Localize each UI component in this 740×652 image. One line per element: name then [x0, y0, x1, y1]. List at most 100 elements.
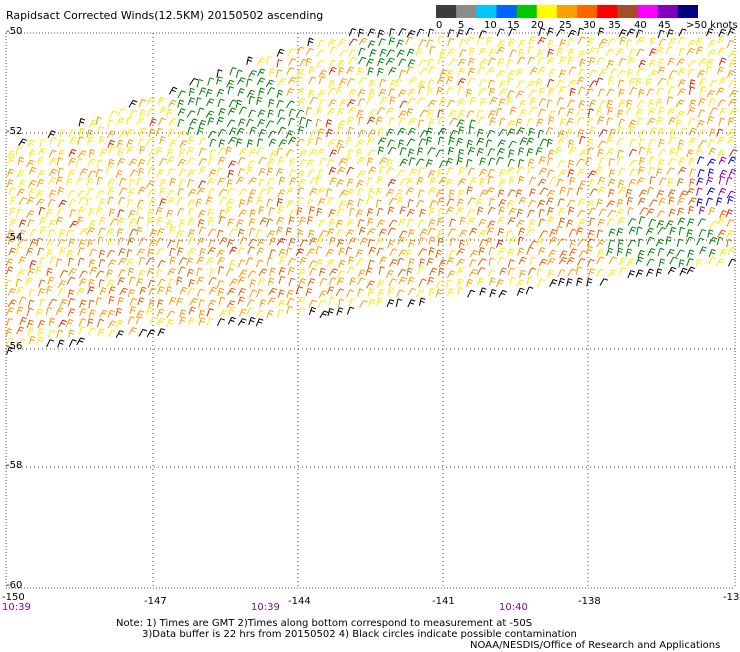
wind-barb	[7, 299, 13, 307]
wind-barb	[458, 239, 462, 248]
wind-barb	[237, 288, 243, 296]
wind-barb-flag	[589, 108, 595, 111]
wind-barb-flag	[279, 99, 284, 103]
wind-barb-flag	[171, 197, 176, 200]
wind-barb	[179, 140, 184, 148]
wind-barb	[596, 107, 599, 116]
wind-barb-flag	[637, 272, 643, 275]
wind-barb-flag	[389, 299, 395, 302]
wind-barb-flag	[509, 219, 515, 223]
wind-barb-flag	[551, 239, 556, 243]
wind-barb-flag	[369, 301, 374, 305]
wind-barb-flag	[630, 229, 636, 232]
wind-barb-flag	[10, 337, 15, 341]
wind-barb-flag	[490, 197, 496, 201]
wind-barb-flag	[449, 29, 455, 32]
wind-barb	[65, 229, 70, 238]
wind-barb-flag	[629, 261, 634, 265]
wind-barb	[308, 307, 313, 316]
wind-barb-flag	[438, 86, 443, 90]
wind-barb	[546, 57, 552, 65]
wind-barb-flag	[37, 266, 42, 269]
wind-barb-flag	[572, 79, 577, 82]
wind-barb	[358, 116, 361, 125]
wind-barb-flag	[720, 258, 725, 262]
wind-barb-flag	[150, 299, 155, 302]
wind-barb-flag	[212, 286, 217, 290]
wind-barb-flag	[553, 236, 558, 240]
wind-barb	[626, 28, 632, 37]
wind-barb	[237, 168, 241, 177]
wind-barb	[387, 206, 391, 215]
wind-barb-flag	[500, 206, 506, 209]
wind-barb-flag	[500, 292, 506, 296]
wind-barb-flag	[180, 207, 185, 211]
wind-barb	[546, 99, 550, 108]
wind-barb-flag	[541, 247, 546, 250]
wind-barb-flag	[713, 107, 718, 110]
wind-barb-flag	[549, 48, 554, 52]
wind-barb	[166, 209, 170, 218]
wind-barb-flag	[679, 207, 684, 210]
wind-barb	[346, 178, 351, 187]
wind-barb-flag	[667, 236, 672, 239]
lon-label-147: -147	[144, 596, 167, 607]
wind-barb	[277, 77, 283, 86]
wind-barb-flag	[88, 321, 93, 324]
wind-barb-flag	[331, 152, 336, 155]
wind-barb-flag	[718, 90, 723, 93]
wind-barb	[249, 289, 254, 298]
wind-barb-flag	[269, 120, 275, 123]
wind-barb-flag	[647, 78, 652, 81]
wind-barb-flag	[79, 209, 85, 212]
wind-barb-flag	[100, 201, 105, 204]
wind-barb-flag	[67, 252, 73, 256]
wind-barb-flag	[432, 267, 438, 271]
wind-barb-flag	[581, 36, 586, 39]
wind-barb-flag	[423, 109, 429, 113]
wind-barb	[287, 48, 293, 56]
wind-barb-flag	[128, 131, 133, 135]
wind-barb-flag	[177, 279, 182, 283]
wind-barb-flag	[339, 139, 344, 143]
wind-barb-flag	[579, 171, 584, 174]
wind-barb	[697, 70, 702, 78]
wind-barb	[697, 169, 701, 178]
wind-barb-flag	[650, 208, 655, 211]
wind-barb	[428, 288, 432, 297]
wind-barb-flag	[379, 207, 384, 211]
wind-barb-flag	[98, 168, 103, 172]
wind-barb-flag	[591, 126, 596, 129]
wind-barb-flag	[518, 93, 523, 96]
wind-barb-flag	[40, 198, 45, 201]
wind-barb-flag	[379, 247, 384, 250]
wind-barb-flag	[330, 259, 335, 262]
wind-barb-flag	[290, 216, 295, 219]
wind-barb-flag	[377, 300, 383, 304]
wind-barb-flag	[598, 107, 603, 110]
wind-barb-flag	[130, 212, 135, 216]
wind-barb-flag	[500, 189, 505, 192]
wind-barb-flag	[392, 67, 397, 70]
wind-barb	[458, 126, 461, 135]
wind-barb	[155, 207, 160, 216]
wind-barb-flag	[600, 268, 605, 272]
wind-barb-flag	[167, 286, 173, 289]
wind-barb	[538, 98, 543, 107]
wind-barb	[328, 99, 333, 107]
wind-barb	[246, 89, 252, 98]
wind-barb	[267, 109, 271, 118]
wind-barb	[178, 179, 183, 188]
wind-barb	[336, 166, 342, 175]
wind-barb-flag	[91, 122, 96, 126]
wind-barb	[285, 100, 292, 109]
wind-barb	[537, 37, 543, 45]
wind-barb-flag	[382, 48, 387, 52]
wind-barb-flag	[159, 289, 164, 292]
wind-barb-flag	[89, 136, 94, 139]
wind-barb-flag	[588, 40, 594, 44]
wind-barb-flag	[469, 36, 475, 40]
wind-barb	[676, 58, 682, 67]
wind-barb-flag	[559, 280, 565, 284]
wind-barb-flag	[317, 118, 322, 122]
